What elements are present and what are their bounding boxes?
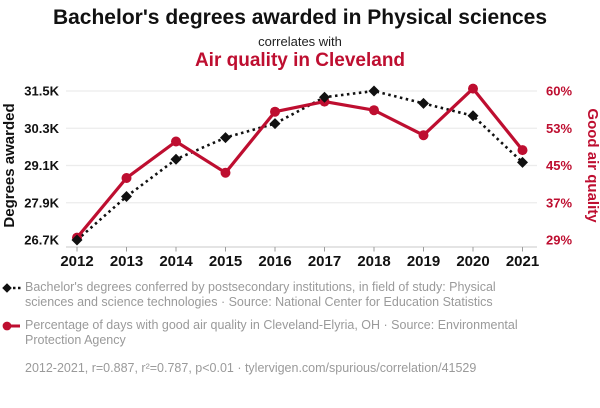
correlates-with-subtitle: correlates with (258, 34, 342, 50)
airquality-data-point (220, 167, 231, 178)
degrees-data-point (121, 191, 132, 203)
legend-item-airquality: Percentage of days with good air quality… (2, 318, 600, 347)
stats-footer: 2012-2021, r=0.887, r²=0.787, p<0.01 · t… (25, 360, 477, 375)
page-title: Bachelor's degrees awarded in Physical s… (52, 6, 548, 29)
left-axis-title: Degrees awarded (1, 104, 18, 228)
chart-header: Bachelor's degrees awarded in Physical s… (0, 0, 600, 72)
degrees-data-point (71, 234, 83, 246)
airquality-data-point (171, 136, 181, 147)
airquality-series-marker-icon (2, 321, 20, 331)
series-degrees-line (76, 89, 524, 242)
right-tick-label: 37% (546, 195, 572, 210)
chart-canvas: 2012 2013 2014 2015 2016 2017 2018 2019 2020 2021… (1, 83, 600, 271)
x-tick-label: 2020 (456, 253, 489, 270)
secondary-title: Air quality in Cleveland (194, 50, 406, 72)
right-axis-title: Good air quality (584, 109, 600, 224)
degrees-data-point (467, 110, 479, 122)
right-tick-label: 60% (546, 84, 572, 99)
x-tick-label: 2014 (159, 253, 193, 270)
airquality-data-point (418, 130, 429, 141)
x-tick-label: 2021 (506, 253, 539, 270)
left-tick-label: 27.9K (24, 195, 59, 210)
degrees-data-point (319, 91, 330, 103)
left-tick-label: 29.1K (24, 158, 59, 173)
left-tick-label: 30.3K (24, 121, 59, 136)
airquality-data-point (270, 106, 280, 117)
degrees-data-point (220, 132, 231, 144)
x-tick-label: 2013 (110, 253, 143, 270)
x-tick-label: 2018 (357, 253, 390, 270)
degrees-data-point (269, 118, 281, 130)
right-tick-label: 53% (546, 121, 572, 136)
degrees-data-point (368, 85, 380, 97)
airquality-data-point (517, 145, 528, 156)
x-tick-label: 2015 (209, 253, 242, 270)
degrees-series-marker-icon (2, 283, 22, 293)
degrees-data-point (517, 157, 528, 169)
airquality-data-point (369, 105, 379, 116)
legend-text-degrees: Bachelor's degrees conferred by postseco… (25, 280, 496, 309)
x-tick-label: 2017 (308, 253, 341, 270)
right-tick-label: 29% (546, 233, 572, 248)
chart-legend: Bachelor's degrees conferred by postseco… (2, 280, 600, 375)
x-tick-label: 2016 (258, 253, 291, 270)
dual-axis-line-chart: 2012 2013 2014 2015 2016 2017 2018 2019 2020 2021… (0, 76, 600, 272)
airquality-data-point (468, 83, 478, 94)
left-tick-label: 31.5K (24, 84, 59, 99)
x-tick-label: 2012 (60, 253, 93, 270)
airquality-data-point (121, 173, 132, 184)
left-tick-label: 26.7K (24, 233, 59, 248)
x-tick-label: 2019 (407, 253, 440, 270)
right-tick-label: 45% (546, 158, 572, 173)
degrees-data-point (418, 98, 429, 110)
legend-item-degrees: Bachelor's degrees conferred by postseco… (2, 280, 600, 309)
legend-text-airquality: Percentage of days with good air quality… (25, 318, 518, 348)
series-airquality-line (75, 87, 524, 239)
degrees-data-point (170, 153, 182, 165)
